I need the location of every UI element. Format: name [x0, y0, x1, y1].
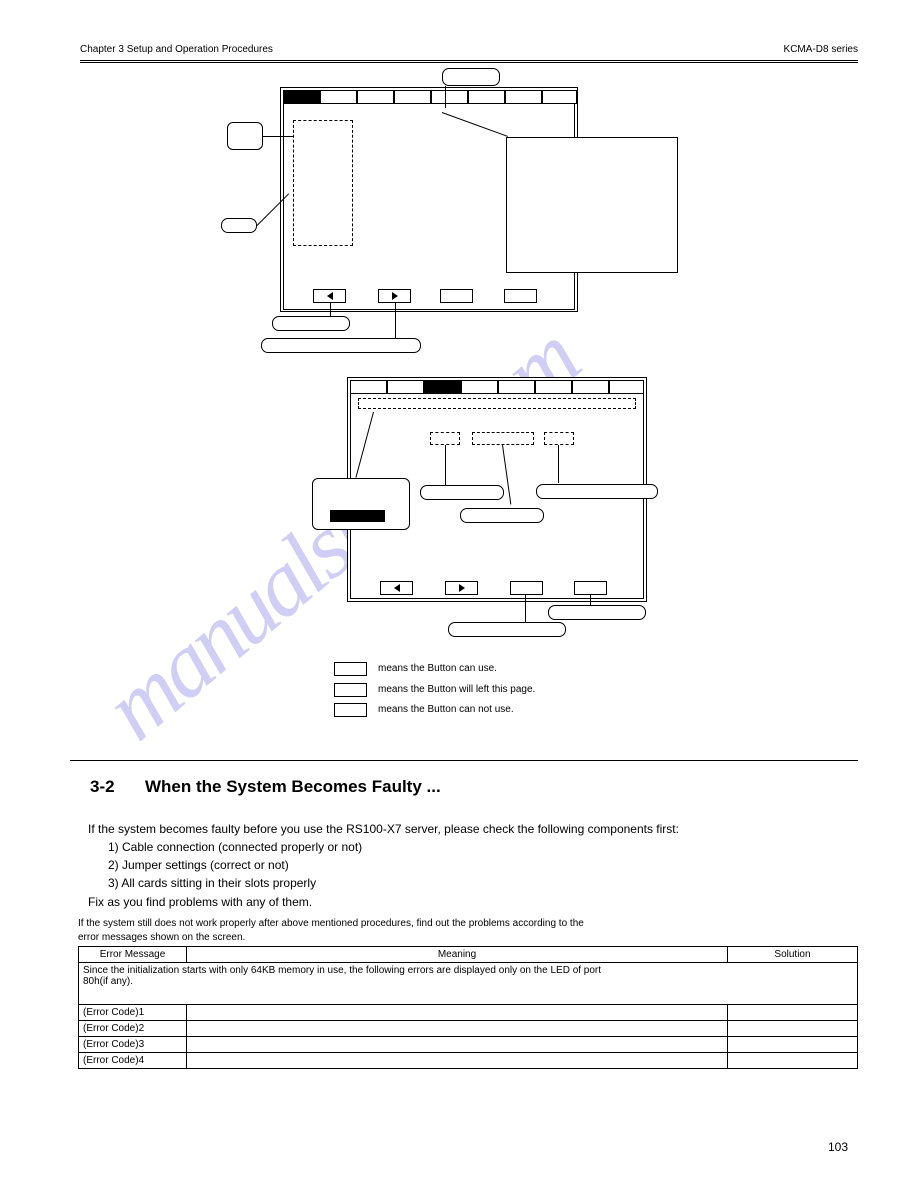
- chevron-right-icon2: [459, 584, 465, 592]
- d2-tab-6[interactable]: [535, 380, 572, 394]
- error-table: Error Message Meaning Solution Since the…: [78, 946, 858, 1069]
- d2-tab-4[interactable]: [461, 380, 498, 394]
- legend-text-1: means the Button can use.: [378, 663, 497, 674]
- diagram1-list-region: [293, 120, 353, 246]
- faq-intro: If the system becomes faulty before you …: [88, 822, 679, 836]
- legend-text-2: means the Button will left this page.: [378, 684, 535, 695]
- table-row: (Error Code)2: [79, 1021, 858, 1037]
- table-row: (Error Code)1: [79, 1005, 858, 1021]
- tab-main[interactable]: [283, 90, 320, 104]
- leader-title: [445, 86, 446, 108]
- diagram2-tabs: [350, 380, 644, 394]
- d2-subitem1-pill: [420, 485, 504, 500]
- header-left: Chapter 3 Setup and Operation Procedures: [80, 44, 273, 55]
- leader-func: [395, 303, 396, 338]
- d2-tab-1[interactable]: [350, 380, 387, 394]
- d2-tab-2[interactable]: [387, 380, 424, 394]
- d2-subitem2-pill: [460, 508, 544, 523]
- tab-boot[interactable]: [468, 90, 505, 104]
- d2-lead-d: [558, 445, 559, 483]
- table-intro-1: If the system still does not work proper…: [78, 918, 858, 929]
- table-note-row: Since the initialization starts with onl…: [79, 963, 858, 1005]
- table-header-row: Error Message Meaning Solution: [79, 947, 858, 963]
- d1-func-pill: [261, 338, 421, 353]
- faq-li-3: 3) All cards sitting in their slots prop…: [108, 876, 316, 890]
- d2-lead-poweronoff: [590, 595, 591, 605]
- d2-btn-next[interactable]: [445, 581, 478, 595]
- faq-li-1: 1) Cable connection (connected properly …: [108, 840, 362, 854]
- note-l2: 80h(if any).: [83, 976, 133, 987]
- d2-title-strip: [358, 398, 636, 409]
- legend-box-3: [334, 703, 367, 717]
- faq-li-2: 2) Jumper settings (correct or not): [108, 858, 289, 872]
- section-title: When the System Becomes Faulty ...: [145, 777, 441, 797]
- diagram1-list-callout: [221, 218, 257, 233]
- d2-tab-7[interactable]: [572, 380, 609, 394]
- leader-back: [330, 303, 331, 316]
- d2-item-c: [544, 432, 574, 445]
- d2-item-b: [472, 432, 534, 445]
- diagram1-desc-box: [506, 137, 678, 273]
- faq-fix: Fix as you find problems with any of the…: [88, 895, 312, 909]
- d2-btn-save[interactable]: [574, 581, 607, 595]
- chevron-right-icon: [392, 292, 398, 300]
- leader-up: [263, 136, 293, 137]
- tab-pow[interactable]: [431, 90, 468, 104]
- d2-lead-b: [445, 445, 446, 485]
- diagram1-title-callout: [442, 68, 500, 86]
- page-number: 103: [828, 1140, 848, 1154]
- d1-back-pill: [272, 316, 350, 331]
- table-row: (Error Code)4: [79, 1053, 858, 1069]
- d2-lead-setupfunc: [525, 595, 526, 622]
- header-right: KCMA-D8 series: [784, 44, 858, 55]
- section-num: 3-2: [90, 777, 115, 797]
- d2-tab-8[interactable]: [609, 380, 644, 394]
- d2-setup-box: [312, 478, 410, 530]
- d1-btn-next[interactable]: [378, 289, 411, 303]
- legend-box-2: [334, 683, 367, 697]
- tab-mon[interactable]: [394, 90, 431, 104]
- header-rule: [80, 60, 858, 63]
- d1-btn-save[interactable]: [504, 289, 537, 303]
- th-solution: Solution: [728, 947, 858, 963]
- th-error: Error Message: [79, 947, 187, 963]
- legend-box-1: [334, 662, 367, 676]
- d2-poweronoff-pill: [548, 605, 646, 620]
- d2-item-a: [430, 432, 460, 445]
- d2-tab-3[interactable]: [424, 380, 461, 394]
- diagram1-tabs: [283, 90, 577, 104]
- d1-btn-load[interactable]: [440, 289, 473, 303]
- table-intro-2: error messages shown on the screen.: [78, 932, 245, 943]
- d2-tab-5[interactable]: [498, 380, 535, 394]
- th-meaning: Meaning: [187, 947, 728, 963]
- tab-exit[interactable]: [542, 90, 577, 104]
- d2-power-pill: [536, 484, 658, 499]
- d2-setup-bar: [330, 510, 385, 522]
- note-l1: Since the initialization starts with onl…: [83, 965, 601, 976]
- chevron-left-icon: [327, 292, 333, 300]
- d1-btn-prev[interactable]: [313, 289, 346, 303]
- d2-setupfunc-pill: [448, 622, 566, 637]
- tab-ai[interactable]: [320, 90, 357, 104]
- legend-text-3: means the Button can not use.: [378, 704, 514, 715]
- tab-tool[interactable]: [505, 90, 542, 104]
- table-row: (Error Code)3: [79, 1037, 858, 1053]
- diagram1-up-callout: [227, 122, 263, 150]
- chevron-left-icon2: [394, 584, 400, 592]
- d2-btn-load[interactable]: [510, 581, 543, 595]
- tab-adv[interactable]: [357, 90, 394, 104]
- section-rule: [70, 760, 858, 761]
- d2-btn-prev[interactable]: [380, 581, 413, 595]
